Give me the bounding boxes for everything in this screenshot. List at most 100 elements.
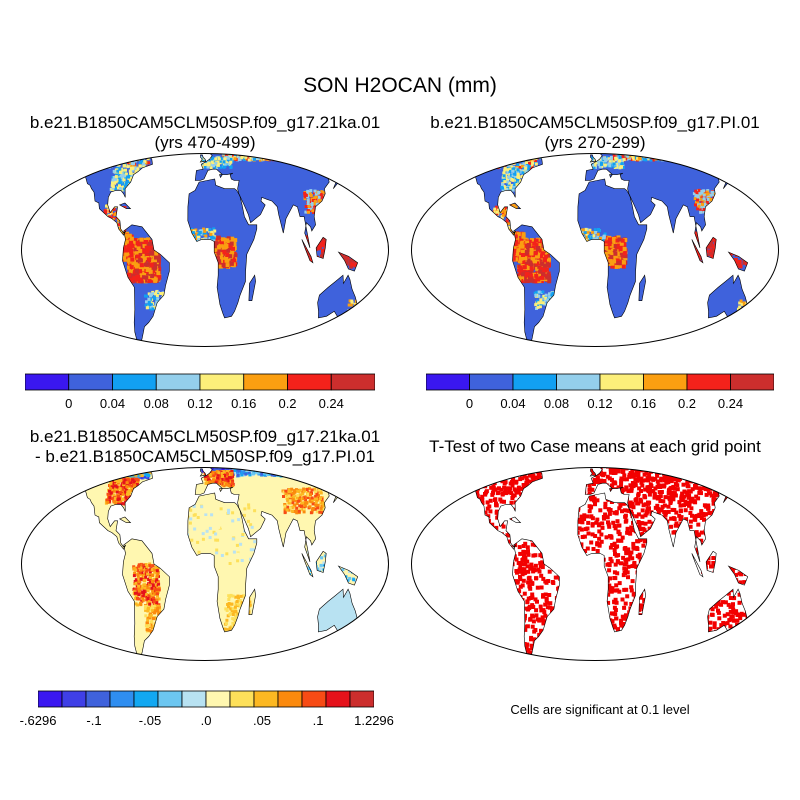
- land-grl: [540, 466, 581, 468]
- colorbar-box: [556, 373, 601, 391]
- colorbar-box: [243, 373, 288, 391]
- panel-title-diff-line2: - b.e21.B1850CAM5CLM50SP.f09_g17.PI.01: [35, 447, 375, 466]
- coastline: [727, 251, 749, 272]
- coastline: [187, 178, 258, 319]
- coastline: [315, 550, 327, 573]
- coastline: [577, 178, 648, 319]
- colorbar-tick-label: 0.16: [231, 396, 257, 411]
- coastline: [589, 154, 597, 163]
- colorbar-tick-label: .0: [200, 713, 212, 728]
- colorbar-box: [426, 373, 470, 391]
- colorbar-tick-label: 0: [65, 396, 73, 411]
- map-border: [21, 467, 389, 661]
- coastline: [691, 239, 704, 264]
- colorbar-tick-label: -.6296: [19, 713, 57, 728]
- colorbar-box: [25, 373, 70, 391]
- colorbar-box: [61, 690, 87, 708]
- coastline: [508, 202, 522, 210]
- colorbar-tick-label: .1: [312, 713, 324, 728]
- colorbar-tick-label: .05: [252, 713, 272, 728]
- colorbar-box: [205, 690, 231, 708]
- colorbar-box: [349, 690, 374, 708]
- coastline: [508, 516, 522, 524]
- land-nz: [751, 319, 768, 334]
- coastline: [638, 588, 646, 615]
- colorbar-box: [109, 690, 135, 708]
- colorbar-box: [325, 690, 351, 708]
- colorbar-box: [229, 690, 255, 708]
- colorbar-tick-label: 0.12: [187, 396, 213, 411]
- coastline: [187, 492, 258, 633]
- land-cub: [509, 517, 521, 523]
- map-case1: [21, 152, 389, 347]
- colorbar-box: [469, 373, 514, 391]
- colorbar-box: [155, 373, 201, 391]
- coastline: [301, 553, 314, 578]
- land-sum: [691, 553, 703, 577]
- colorbar-box: [112, 373, 157, 391]
- land-grl: [150, 152, 191, 154]
- colorbar-diff-labels: -.6296 -.1 -.05 .0 .05 .1 1.2296: [20, 713, 394, 731]
- land-grl: [150, 466, 191, 468]
- map-case2: [411, 152, 779, 347]
- land-mad: [248, 589, 256, 615]
- land-bor: [316, 551, 327, 573]
- coastline: [539, 467, 582, 468]
- colorbar-box: [277, 690, 303, 708]
- coastline: [199, 468, 207, 477]
- land-nz: [361, 633, 378, 648]
- coastline: [539, 153, 582, 154]
- colorbar-box: [253, 690, 279, 708]
- land-nz: [751, 633, 768, 648]
- land-nz: [361, 319, 378, 334]
- panel-title-case2-line1: b.e21.B1850CAM5CLM50SP.f09_g17.PI.01: [430, 113, 760, 132]
- coastline: [118, 516, 132, 524]
- coastline: [149, 467, 192, 468]
- colorbar-tick-label: 0.16: [630, 396, 657, 411]
- panel-title-diff: b.e21.B1850CAM5CLM50SP.f09_g17.21ka.01 -…: [10, 427, 400, 467]
- colorbar-box: [330, 373, 375, 391]
- land-grl: [540, 152, 581, 154]
- colorbar-tick-label: 0.2: [677, 396, 697, 411]
- coastline: [512, 538, 560, 657]
- panel-title-case1: b.e21.B1850CAM5CLM50SP.f09_g17.21ka.01 (…: [10, 113, 400, 153]
- panel-title-case1-line2: (yrs 470-499): [154, 133, 256, 152]
- coastline: [122, 538, 170, 657]
- colorbar-box: [199, 373, 245, 391]
- colorbar-box: [181, 690, 207, 708]
- coastline: [315, 236, 327, 259]
- colorbar-case2-labels: 0 0.04 0.08 0.12 0.16 0.2 0.24: [426, 396, 774, 414]
- colorbar-tick-label: 0.08: [143, 396, 169, 411]
- coastline: [194, 153, 360, 249]
- coastline: [199, 154, 207, 163]
- figure-title: SON H2OCAN (mm): [303, 74, 497, 97]
- colorbar-box: [512, 373, 557, 391]
- coastline: [727, 565, 749, 586]
- map-border: [21, 153, 389, 347]
- colorbar-box: [301, 690, 327, 708]
- colorbar-tick-label: -.05: [138, 713, 162, 728]
- coastline: [149, 153, 192, 154]
- colorbar-box: [686, 373, 731, 391]
- colorbar-box: [85, 690, 111, 708]
- land-mad: [248, 275, 256, 301]
- coastline: [638, 274, 646, 301]
- colorbar-box: [38, 690, 63, 708]
- coastline: [122, 224, 170, 343]
- coastline: [751, 319, 768, 334]
- coastline: [584, 153, 750, 249]
- colorbar-diff: [38, 690, 374, 708]
- coastline: [705, 550, 717, 573]
- coastline: [337, 565, 359, 586]
- panel-title-ttest-line1: T-Test of two Case means at each grid po…: [429, 437, 761, 456]
- colorbar-case1: [25, 373, 375, 391]
- colorbar-box: [68, 373, 113, 391]
- colorbar-case1-labels: 0 0.04 0.08 0.12 0.16 0.2 0.24: [25, 396, 375, 414]
- colorbar-tick-label: 0: [465, 396, 474, 411]
- colorbar-box: [287, 373, 332, 391]
- coastline: [691, 553, 704, 578]
- coastline: [301, 239, 314, 264]
- colorbar-tick-label: 0.04: [500, 396, 526, 411]
- colorbar-tick-label: 0.12: [587, 396, 613, 411]
- coastline: [361, 633, 378, 648]
